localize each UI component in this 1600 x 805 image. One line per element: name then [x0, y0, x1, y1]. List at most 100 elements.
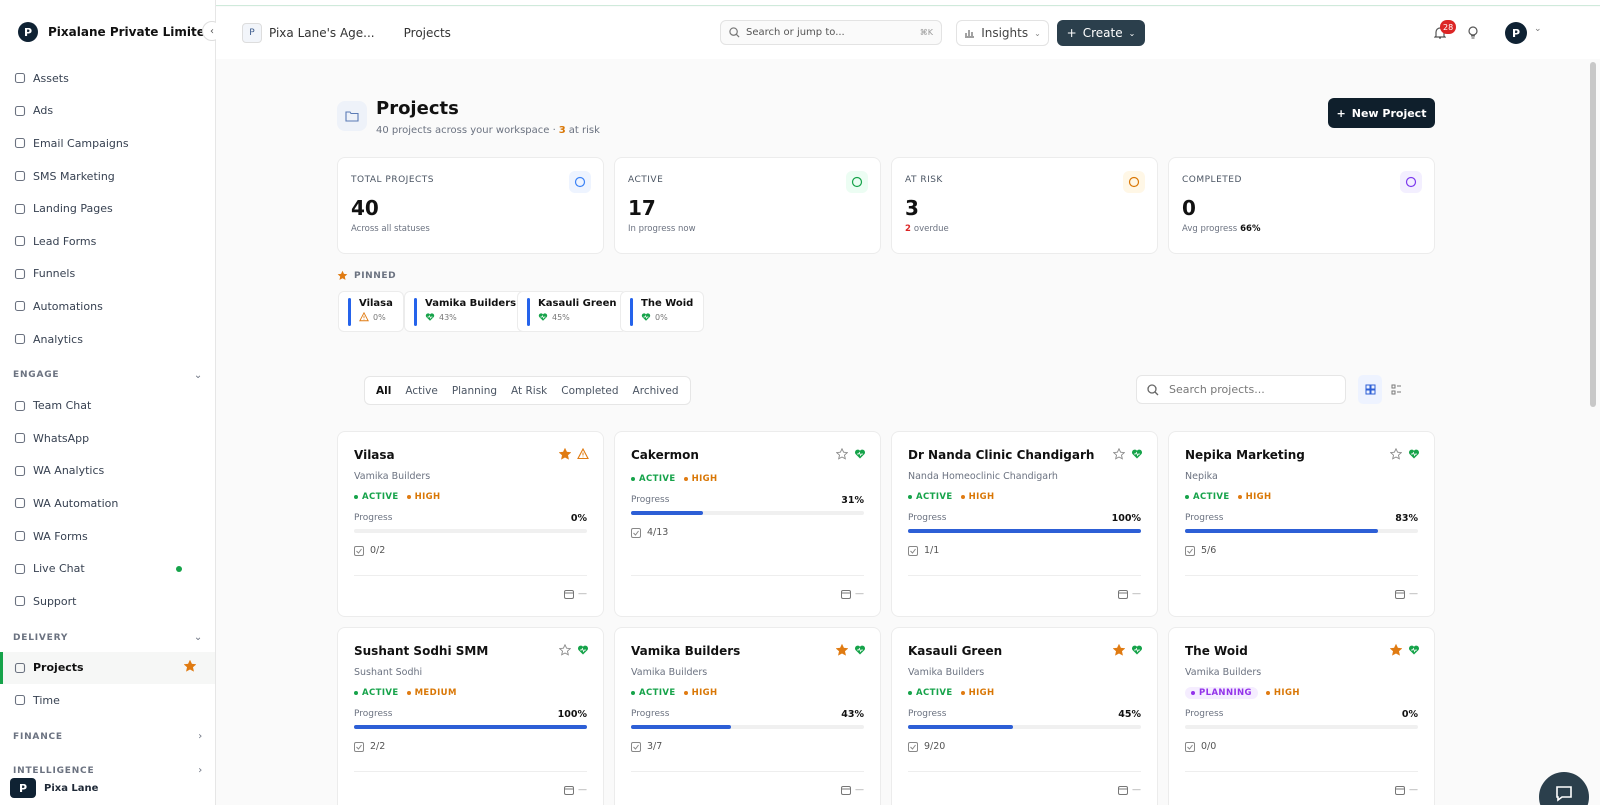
project-card[interactable]: Kasauli Green Vamika Builders ACTIVE HIGH Pr…: [891, 627, 1158, 805]
nav-item[interactable]: Team Chat: [0, 389, 215, 422]
progress-fill: [631, 725, 732, 729]
progress-fill: [631, 511, 704, 515]
progress-label: Progress: [1185, 513, 1224, 523]
nav-item[interactable]: Email Campaigns: [0, 127, 215, 160]
nav-item[interactable]: WA Analytics: [0, 455, 215, 488]
new-project-button[interactable]: + New Project: [1328, 98, 1435, 128]
filter-tab[interactable]: Completed: [561, 384, 619, 397]
nav-item[interactable]: Analytics: [0, 323, 215, 356]
pinned-chip[interactable]: Kasauli Green 45%: [517, 291, 628, 332]
nav-item[interactable]: Automations: [0, 290, 215, 323]
insights-button[interactable]: Insights ⌄: [956, 20, 1049, 46]
pinned-chip[interactable]: Vamika Builders 43%: [404, 291, 528, 332]
pinned-chip[interactable]: The Woid 0%: [620, 291, 705, 332]
project-name: Kasauli Green: [908, 644, 1003, 658]
project-card[interactable]: Dr Nanda Clinic Chandigarh Nanda Homeocli…: [891, 431, 1158, 617]
section-label: INTELLIGENCE: [13, 765, 95, 776]
nav-item[interactable]: WA Automation: [0, 487, 215, 520]
pills: PLANNING HIGH: [1185, 687, 1418, 699]
project-card[interactable]: Vamika Builders Vamika Builders ACTIVE HIGH…: [614, 627, 881, 805]
nav-item[interactable]: Funnels: [0, 258, 215, 291]
global-search[interactable]: Search or jump to... ⌘K: [720, 20, 942, 45]
nav-item[interactable]: SMS Marketing: [0, 160, 215, 193]
progress-track: [631, 511, 864, 515]
user[interactable]: P Pixa Lane: [10, 778, 98, 798]
card-divider: [354, 575, 587, 576]
calendar-icon: [841, 786, 851, 795]
sidebar: P Pixalane Private Limited Assets Ads Email…: [0, 0, 216, 805]
bulb-icon[interactable]: [1466, 25, 1480, 40]
filter-tab[interactable]: Active: [405, 384, 438, 397]
stat-icon-glyph: [1405, 176, 1417, 188]
nav-section[interactable]: ENGAGE ⌄: [0, 361, 215, 389]
card-icons: [1390, 644, 1420, 656]
priority-pill: HIGH: [683, 687, 718, 699]
health-icon: [1408, 449, 1420, 459]
account-chevron[interactable]: ⌄: [1534, 24, 1542, 34]
project-card[interactable]: The Woid Vamika Builders PLANNING HIGH Progr…: [1168, 627, 1435, 805]
nav-item[interactable]: WA Forms: [0, 520, 215, 553]
filter-tab[interactable]: Planning: [451, 384, 498, 397]
stat-icon-glyph: [574, 176, 586, 188]
priority-pill: HIGH: [683, 473, 718, 485]
card-icons: [1390, 448, 1420, 460]
project-card[interactable]: Cakermon ACTIVE HIGH Progress 31% 4/13 —: [614, 431, 881, 617]
pinned-chip[interactable]: Vilasa 0%: [338, 291, 404, 332]
project-card[interactable]: Nepika Marketing Nepika ACTIVE HIGH Progress…: [1168, 431, 1435, 617]
scrollbar[interactable]: [1590, 62, 1596, 407]
pinned-sub: 0%: [641, 312, 693, 322]
nav-item[interactable]: Support: [0, 585, 215, 618]
nav-section[interactable]: DELIVERY ⌄: [0, 624, 215, 652]
project-card[interactable]: Vilasa Vamika Builders ACTIVE HIGH Progress 0…: [337, 431, 604, 617]
nav-item[interactable]: Assets: [0, 62, 215, 95]
brand[interactable]: P Pixalane Private Limited: [18, 22, 213, 42]
pinned-star: [337, 270, 348, 280]
project-search[interactable]: Search projects...: [1136, 375, 1346, 404]
stat-card: AT RISK 3 2 overdue: [891, 157, 1158, 254]
stat-sub-text: overdue: [913, 224, 949, 234]
stat-sub: Avg progress 66%: [1182, 224, 1421, 234]
tasks: 4/13: [631, 527, 864, 538]
filter-tab[interactable]: Archived: [632, 384, 679, 397]
page-subtitle: 40 projects across your workspace · 3 at…: [376, 125, 600, 136]
nav-item[interactable]: Live Chat: [0, 552, 215, 585]
progress-label: Progress: [1185, 709, 1224, 719]
nav-item[interactable]: Projects: [0, 651, 215, 685]
nav-item[interactable]: Lead Forms: [0, 225, 215, 258]
calendar-icon: [841, 590, 851, 599]
nav-item[interactable]: Ads: [0, 95, 215, 128]
star-outline: [836, 448, 848, 460]
project-client: Nepika: [1185, 471, 1218, 482]
filter-tabs: All Active Planning At Risk Completed Archive…: [364, 376, 691, 405]
card-footer: —: [1118, 785, 1141, 795]
list-view[interactable]: [1384, 375, 1408, 404]
nav-section[interactable]: INTELLIGENCE ›: [0, 757, 215, 785]
grid-view[interactable]: [1358, 375, 1382, 404]
project-card[interactable]: Sushant Sodhi SMM Sushant Sodhi ACTIVE MEDI…: [337, 627, 604, 805]
account-avatar[interactable]: P: [1505, 22, 1527, 44]
filter-tab[interactable]: All: [376, 384, 392, 397]
priority-pill: HIGH: [1265, 687, 1300, 699]
create-button[interactable]: + Create ⌄: [1057, 20, 1145, 46]
nav-icon: [14, 465, 26, 476]
pills: ACTIVE HIGH: [631, 687, 864, 699]
priority-dot: [1265, 691, 1270, 695]
nav-icon: [14, 203, 26, 214]
progress-label: Progress: [354, 513, 393, 523]
filter-tab[interactable]: At Risk: [511, 384, 548, 397]
pinned-name: Kasauli Green: [538, 298, 617, 309]
nav-item[interactable]: Landing Pages: [0, 192, 215, 225]
status-text: ACTIVE: [639, 688, 676, 698]
workspace-name[interactable]: Pixa Lane's Age...: [269, 26, 375, 40]
status-dot: [354, 691, 358, 695]
nav-item[interactable]: WhatsApp: [0, 422, 215, 455]
nav-section[interactable]: FINANCE ›: [0, 723, 215, 751]
chat-button[interactable]: [1539, 772, 1589, 805]
star-filled: [836, 644, 848, 656]
nav-item[interactable]: Time: [0, 684, 215, 717]
stat-value: 40: [351, 196, 379, 220]
stat-card: ACTIVE 17 In progress now: [614, 157, 881, 254]
insights-icon: [965, 30, 975, 38]
project-name: Vamika Builders: [631, 644, 741, 658]
pinned-name: The Woid: [641, 298, 694, 309]
